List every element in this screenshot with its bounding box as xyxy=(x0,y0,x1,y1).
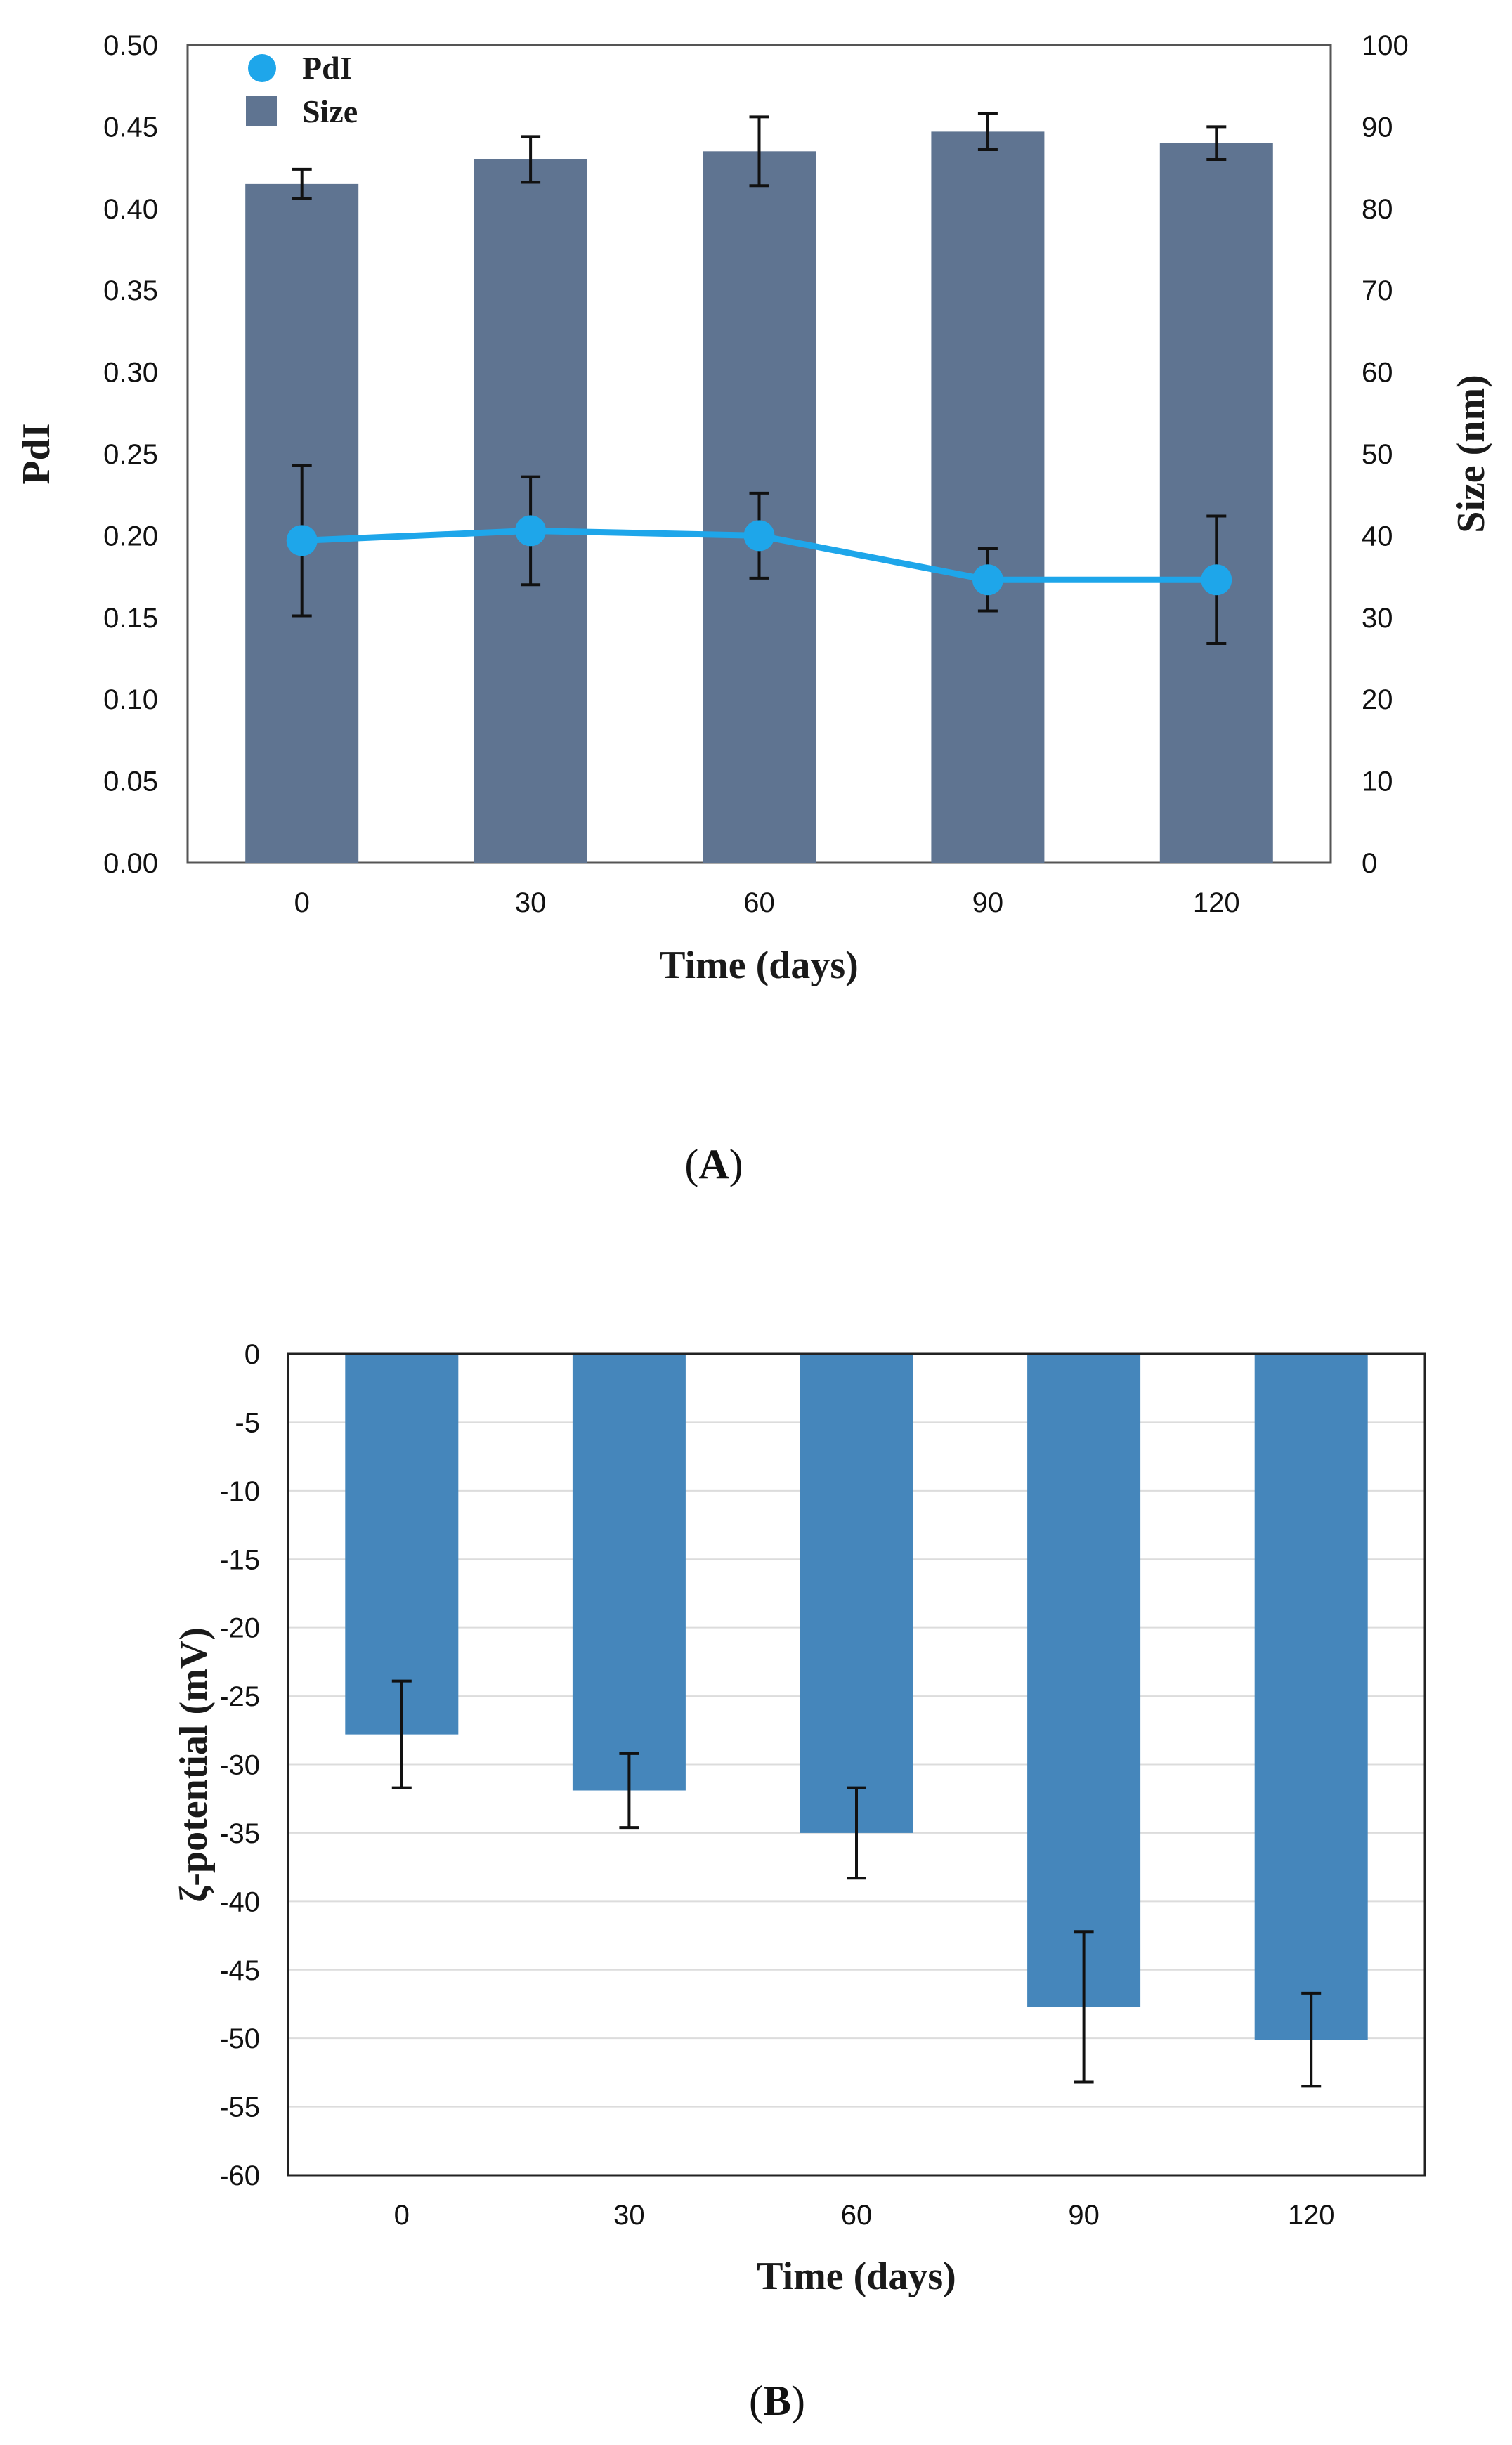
panel-a-y2-tick-label: 10 xyxy=(1362,767,1393,797)
panel-a-chart: 0.00 0.05 0.10 0.15 0.20 0.25 0.30 0.35 0.40 0.45… xyxy=(15,30,1493,1187)
panel-a-label-open: ( xyxy=(684,1141,698,1187)
panel-b-plot-frame xyxy=(287,1352,1426,2177)
panel-b-y-tick-label: -55 xyxy=(219,2092,260,2123)
panel-a-y-axis-title: PdI xyxy=(15,423,58,484)
panel-b-y-axis-title: ζ-potential (mV) xyxy=(172,1627,216,1903)
panel-b-y-tick-label: -15 xyxy=(219,1544,260,1575)
panel-b-y-tick-label: -35 xyxy=(219,1818,260,1849)
panel-a-y-tick-label: 0.50 xyxy=(103,30,158,61)
size-bar-120 xyxy=(1159,143,1273,863)
panel-a-x-tick-label: 30 xyxy=(515,887,547,918)
panel-a-y2-tick-label: 100 xyxy=(1362,30,1409,61)
panel-a-x-tick-label: 90 xyxy=(972,887,1004,918)
panel-a-legend: PdI Size xyxy=(246,50,358,129)
pdi-point-30 xyxy=(515,515,547,547)
zeta-error-bar-0 xyxy=(391,1679,412,1789)
panel-b-x-tick-label: 120 xyxy=(1288,2200,1335,2231)
panel-b-y-tick-label: -60 xyxy=(219,2160,260,2191)
panel-a-label-close: ) xyxy=(729,1141,743,1187)
panel-b-y-tick-label: -20 xyxy=(219,1613,260,1644)
panel-a-y2-tick-label: 0 xyxy=(1362,848,1377,879)
zeta-bar-90 xyxy=(1027,1354,1141,2007)
panel-a-x-tick-label: 60 xyxy=(743,887,775,918)
zeta-bar-0 xyxy=(345,1354,459,1735)
pdi-point-90 xyxy=(972,564,1003,596)
panel-b-y-tick-label: -10 xyxy=(219,1476,260,1507)
panel-b-x-tick-label: 60 xyxy=(841,2200,873,2231)
panel-b-label-open: ( xyxy=(749,2378,763,2424)
legend-label-pdi: PdI xyxy=(302,50,353,86)
pdi-point-60 xyxy=(743,520,775,552)
panel-b-label-close: ) xyxy=(791,2378,805,2424)
panel-a-label: (A) xyxy=(684,1141,743,1187)
panel-a-y2-tick-label: 40 xyxy=(1362,521,1393,552)
panel-b-y-tick-label: -30 xyxy=(219,1750,260,1781)
panel-a-y-tick-label: 0.35 xyxy=(103,275,158,306)
panel-a-y-tick-label: 0.45 xyxy=(103,112,158,143)
panel-a-y2-tick-label: 50 xyxy=(1362,439,1393,470)
panel-b-y-tick-label: -45 xyxy=(219,1955,260,1986)
panel-a-y2-tick-label: 80 xyxy=(1362,194,1393,225)
panel-b-y-tick-label: -50 xyxy=(219,2023,260,2054)
size-error-bar-60 xyxy=(749,115,769,188)
size-error-bar-30 xyxy=(521,135,541,184)
panel-b-x-tick-label: 90 xyxy=(1068,2200,1100,2231)
panel-a-y-tick-label: 0.25 xyxy=(103,439,158,470)
panel-b-label-letter: B xyxy=(763,2378,791,2424)
zeta-error-bar-90 xyxy=(1074,1930,1094,2084)
panel-a-y2-tick-label: 20 xyxy=(1362,684,1393,715)
size-error-bar-0 xyxy=(292,167,312,200)
panel-b-x-tick-label: 0 xyxy=(394,2200,410,2231)
panel-a-y-tick-label: 0.15 xyxy=(103,603,158,634)
panel-a-y-tick-label: 0.40 xyxy=(103,194,158,225)
pdi-point-120 xyxy=(1201,564,1232,596)
panel-a-y-tick-label: 0.20 xyxy=(103,521,158,552)
panel-a-x-axis-title: Time (days) xyxy=(659,944,859,987)
panel-a-y2-tick-label: 90 xyxy=(1362,112,1393,143)
panel-b-x-axis-title: Time (days) xyxy=(757,2255,956,2298)
legend-marker-size xyxy=(246,96,277,126)
panel-b-label: (B) xyxy=(749,2378,805,2424)
panel-a-x-tick-label: 120 xyxy=(1193,887,1240,918)
zeta-error-bar-60 xyxy=(847,1786,866,1880)
panel-a-y-tick-label: 0.05 xyxy=(103,767,158,797)
zeta-bar-30 xyxy=(572,1354,686,1791)
panel-a-y-tick-label: 0.10 xyxy=(103,684,158,715)
legend-label-size: Size xyxy=(302,93,358,129)
panel-b-chart: 0 -5 -10 -15 -20 -25 -30 -35 -40 -45 -50 -55 -60 0 30… xyxy=(172,1339,1426,2424)
legend-marker-pdi xyxy=(248,54,276,82)
panel-a-y2-tick-label: 70 xyxy=(1362,275,1393,306)
zeta-bar-60 xyxy=(800,1354,913,1833)
panel-b-y-tick-label: -25 xyxy=(219,1681,260,1712)
size-error-bar-120 xyxy=(1206,125,1227,161)
size-error-bar-90 xyxy=(977,112,998,151)
zeta-error-bar-30 xyxy=(619,1752,639,1830)
pdi-point-0 xyxy=(286,525,318,556)
zeta-bar-120 xyxy=(1254,1354,1368,2040)
panel-a-y2-tick-label: 60 xyxy=(1362,358,1393,389)
panel-b-y-tick-label: -40 xyxy=(219,1886,260,1917)
zeta-error-bar-120 xyxy=(1301,1991,1322,2088)
panel-a-y-tick-label: 0.00 xyxy=(103,848,158,879)
panel-a-label-letter: A xyxy=(698,1141,729,1187)
panel-b-y-tick-label: 0 xyxy=(245,1339,260,1370)
panel-a-y-tick-label: 0.30 xyxy=(103,358,158,389)
panel-a-x-tick-label: 0 xyxy=(294,887,310,918)
size-bar-90 xyxy=(931,131,1045,863)
panel-a-y2-tick-label: 30 xyxy=(1362,603,1393,634)
panel-b-x-tick-label: 30 xyxy=(613,2200,645,2231)
panel-a-y2-axis-title: Size (nm) xyxy=(1449,374,1493,533)
panel-b-y-tick-label: -5 xyxy=(235,1407,260,1438)
